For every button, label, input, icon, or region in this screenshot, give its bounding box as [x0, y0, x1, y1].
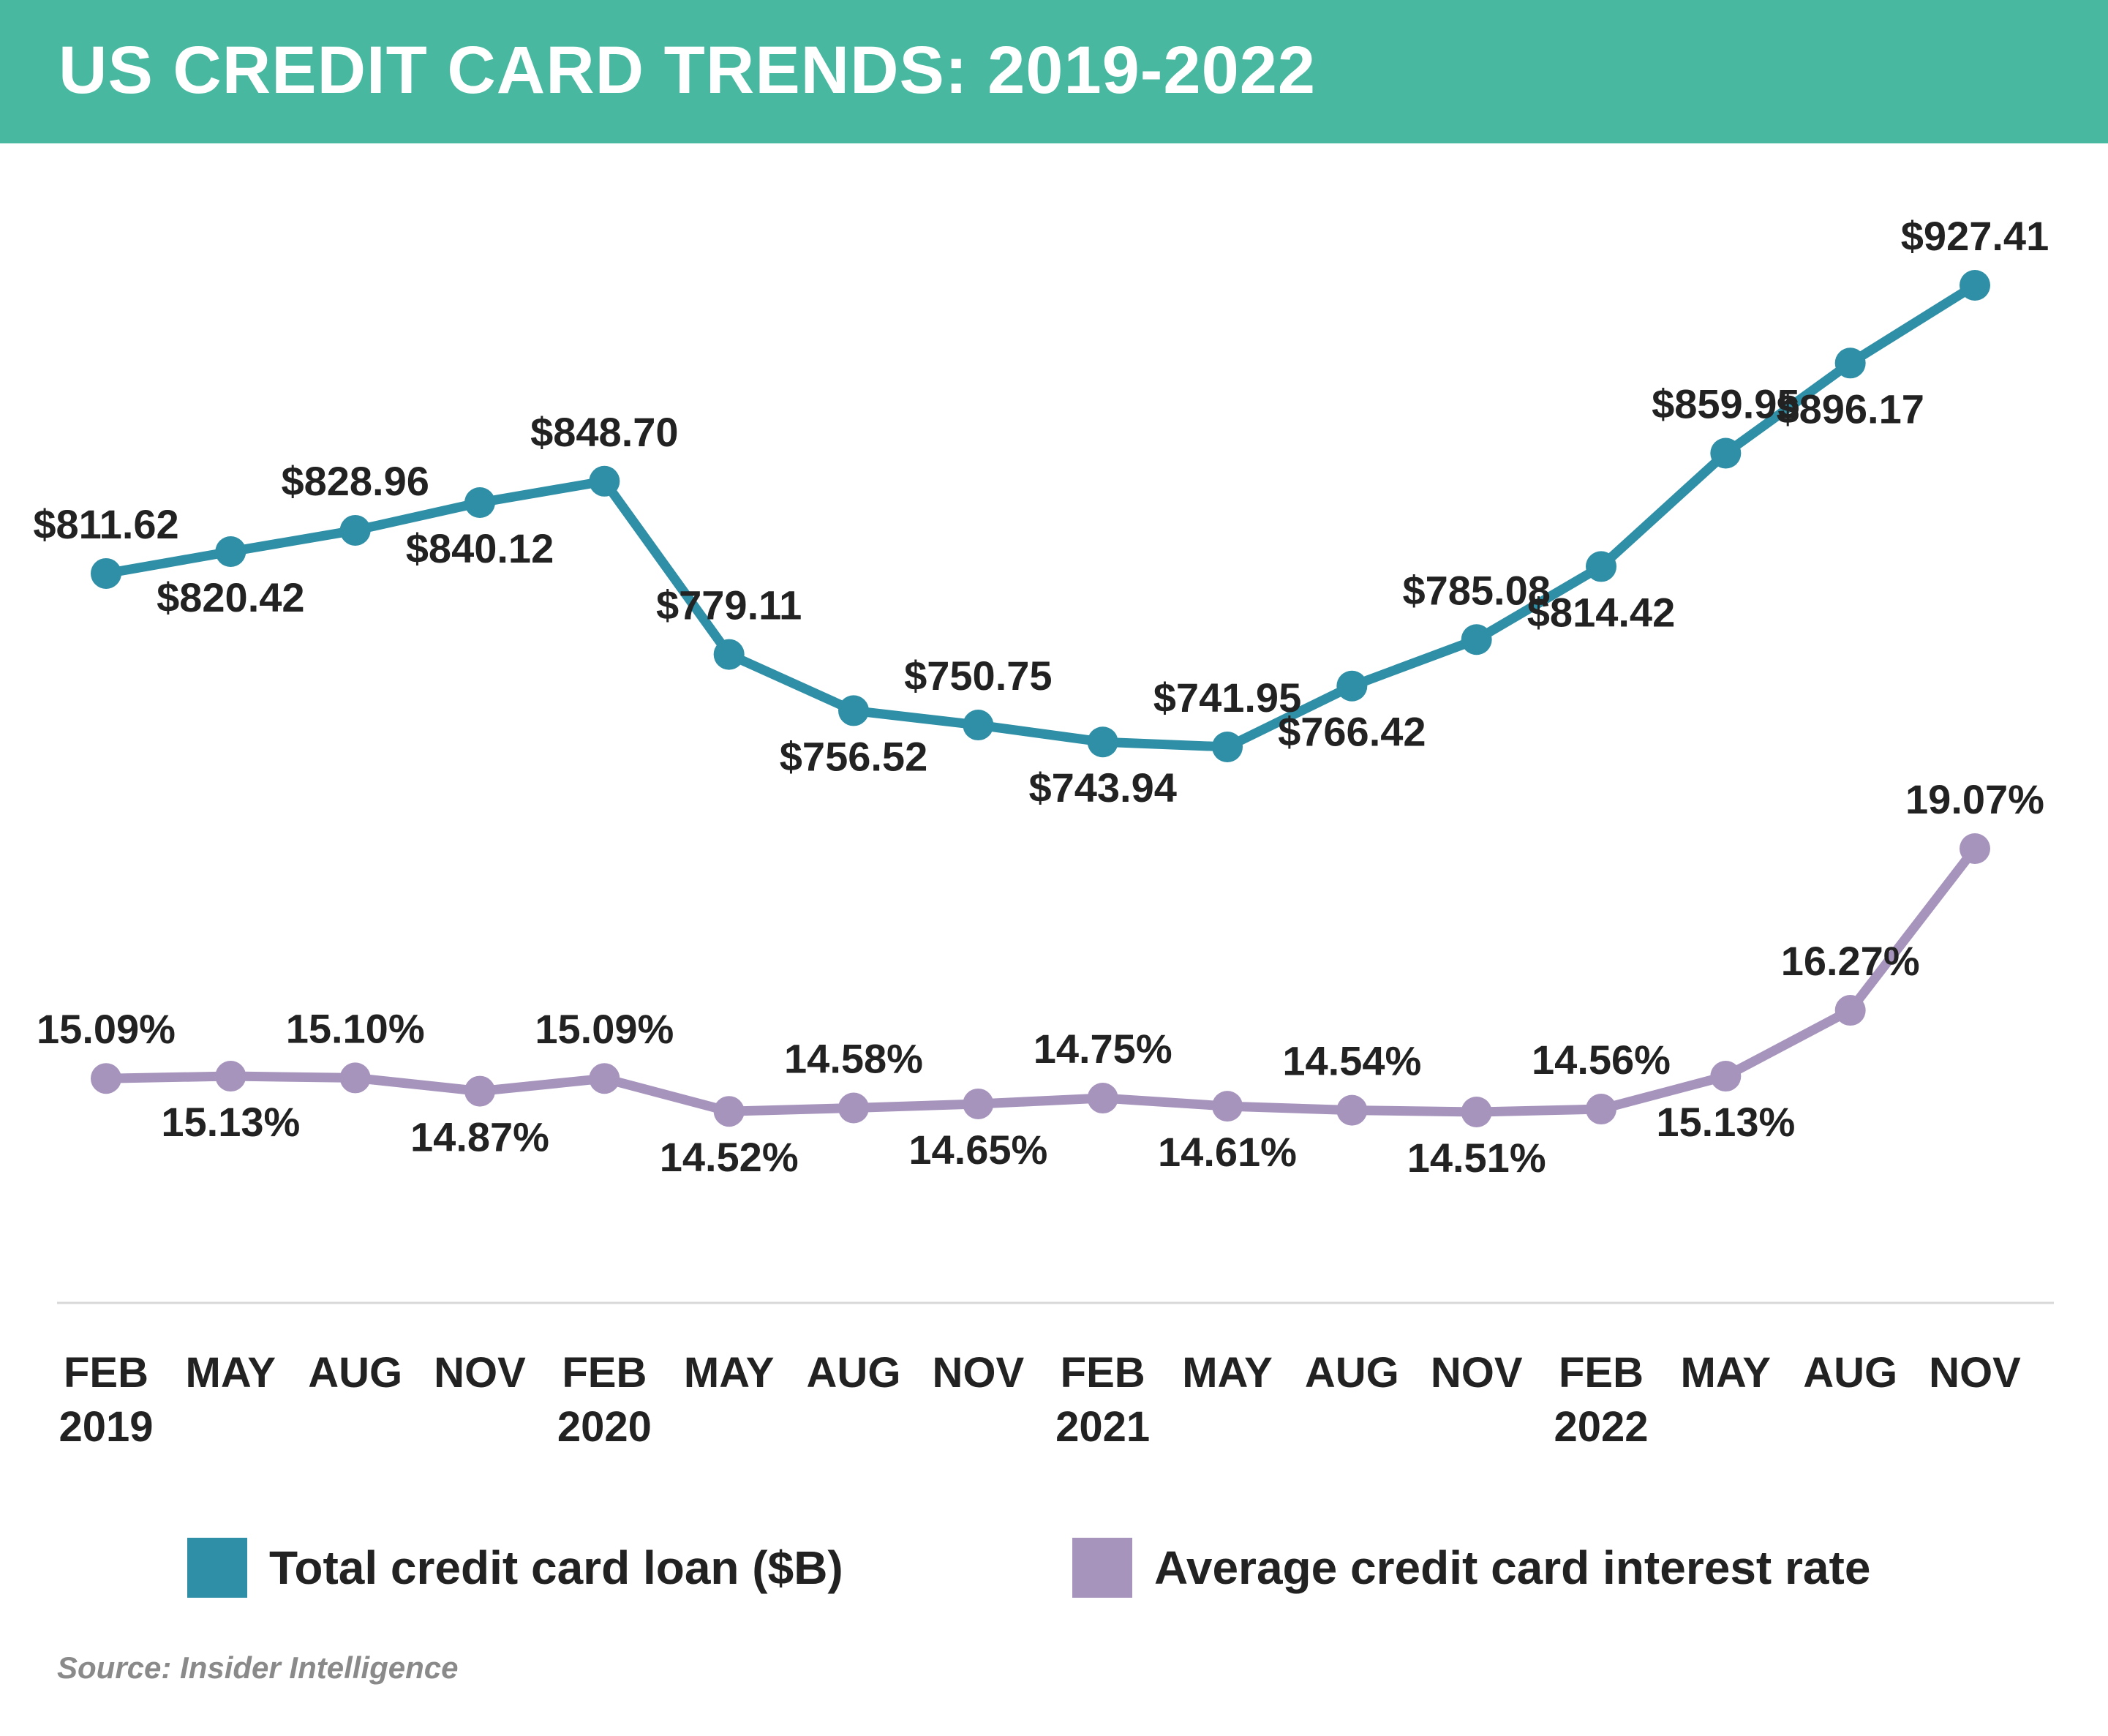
loan-point	[963, 710, 994, 741]
x-tick-label-month: FEB	[1061, 1349, 1145, 1397]
loan-point	[589, 465, 620, 497]
loan-point	[464, 486, 495, 518]
loan-point	[91, 557, 121, 589]
x-tick-label-month: NOV	[1929, 1349, 2021, 1397]
rate-point	[464, 1075, 495, 1107]
x-tick-label-month: NOV	[434, 1349, 526, 1397]
rate-data-label: 15.09%	[37, 1006, 176, 1052]
rate-point	[589, 1063, 620, 1094]
legend-label-loan: Total credit card loan ($B)	[269, 1541, 843, 1594]
loan-point	[1212, 732, 1243, 762]
loan-data-label: $840.12	[406, 525, 554, 571]
loan-data-label: $766.42	[1278, 709, 1426, 755]
x-tick-label-month: NOV	[1431, 1349, 1523, 1397]
loan-point	[215, 536, 246, 568]
x-tick-label-month: MAY	[1681, 1349, 1772, 1397]
rate-data-label: 14.54%	[1282, 1038, 1421, 1084]
x-axis-labels: FEB 2019 MAY AUG NOV FEB 2020 MAY AUG NOV FEB 2021 M…	[59, 1349, 2021, 1451]
x-tick-label-month: FEB	[562, 1349, 647, 1397]
loan-point	[1710, 437, 1742, 469]
rate-data-label: 14.87%	[410, 1114, 549, 1160]
source-note: Source: Insider Intelligence	[57, 1650, 459, 1685]
x-tick-label-month: FEB	[1559, 1349, 1644, 1397]
x-tick-label-month: AUG	[1305, 1349, 1399, 1397]
rate-data-label: 14.58%	[784, 1035, 923, 1081]
rate-point	[1710, 1061, 1742, 1092]
legend-swatch-loan	[187, 1538, 247, 1598]
loan-data-label: $811.62	[33, 501, 178, 547]
loan-data-label: $743.94	[1028, 764, 1176, 811]
loan-data-label: $756.52	[780, 733, 927, 779]
rate-point	[1586, 1094, 1616, 1125]
rate-data-label: 16.27%	[1781, 938, 1920, 984]
line-chart: $811.62 $820.42 $828.96 $840.12 $848.70 $779.…	[33, 213, 2054, 1451]
chart-title: US CREDIT CARD TRENDS: 2019-2022	[59, 33, 1317, 108]
rate-data-label: 15.13%	[1656, 1099, 1795, 1145]
rate-data-label: 14.56%	[1532, 1037, 1671, 1083]
rate-point	[963, 1088, 994, 1119]
rate-point	[215, 1061, 246, 1092]
rate-data-label: 19.07%	[1905, 776, 2044, 822]
x-tick-label-year: 2021	[1055, 1403, 1150, 1451]
loan-data-label: $741.95	[1153, 675, 1301, 721]
rate-data-label: 14.61%	[1158, 1129, 1297, 1175]
x-tick-label-month: NOV	[932, 1349, 1024, 1397]
rate-data-label: 14.51%	[1407, 1135, 1546, 1181]
loan-data-label: $896.17	[1776, 386, 1924, 432]
rate-point	[1336, 1094, 1368, 1126]
loan-data-label: $779.11	[656, 582, 802, 628]
x-tick-label-year: 2020	[557, 1403, 652, 1451]
rate-data-label: 14.65%	[908, 1127, 1047, 1173]
legend-item-rate: Average credit card interest rate	[1072, 1538, 1870, 1598]
loan-point	[1834, 347, 1866, 379]
rate-data-label: 14.75%	[1034, 1026, 1172, 1072]
x-tick-label-month: MAY	[684, 1349, 775, 1397]
rate-series-line	[101, 843, 1980, 1117]
series-layer: $811.62 $820.42 $828.96 $840.12 $848.70 $779.…	[33, 213, 2049, 1181]
loan-data-label: $927.41	[1901, 213, 2049, 259]
x-tick-label-year: 2019	[59, 1403, 153, 1451]
loan-data-label: $785.08	[1402, 567, 1550, 613]
x-tick-label-month: MAY	[1182, 1349, 1273, 1397]
rate-point	[339, 1062, 371, 1094]
loan-data-label: $859.95	[1652, 381, 1799, 427]
loan-point	[1586, 551, 1616, 582]
rate-point	[838, 1092, 869, 1124]
loan-point	[838, 695, 869, 726]
loan-data-label: $820.42	[157, 574, 304, 620]
rate-data-label: 15.09%	[535, 1006, 674, 1052]
rate-point	[1960, 833, 1990, 864]
rate-point	[91, 1063, 121, 1094]
loan-point	[339, 514, 371, 546]
loan-point	[1087, 726, 1118, 758]
loan-data-label: $814.42	[1527, 589, 1675, 635]
title-banner: US CREDIT CARD TRENDS: 2019-2022	[0, 0, 2108, 143]
loan-point	[1461, 624, 1492, 655]
legend-swatch-rate	[1072, 1538, 1132, 1598]
legend-label-rate: Average credit card interest rate	[1154, 1541, 1871, 1594]
rate-point	[1087, 1083, 1118, 1114]
rate-data-label: 14.52%	[660, 1134, 799, 1180]
x-tick-label-year: 2022	[1554, 1403, 1648, 1451]
x-tick-label-month: MAY	[186, 1349, 276, 1397]
loan-data-label: $848.70	[530, 409, 678, 455]
rate-data-label: 15.10%	[286, 1005, 425, 1051]
loan-point	[1960, 270, 1990, 301]
loan-point	[713, 639, 745, 670]
x-tick-label-month: AUG	[1803, 1349, 1897, 1397]
x-tick-label-month: AUG	[308, 1349, 402, 1397]
rate-data-label: 15.13%	[161, 1099, 300, 1145]
rate-point	[1212, 1091, 1243, 1122]
loan-data-label: $828.96	[281, 458, 429, 504]
loan-series-line	[101, 280, 1980, 752]
rate-point	[1461, 1097, 1492, 1127]
x-tick-label-month: AUG	[807, 1349, 901, 1397]
legend-item-loan: Total credit card loan ($B)	[187, 1538, 843, 1598]
x-tick-label-month: FEB	[64, 1349, 148, 1397]
rate-point	[1834, 995, 1866, 1026]
loan-point	[1336, 670, 1368, 702]
loan-data-label: $750.75	[904, 653, 1052, 699]
rate-point	[713, 1096, 745, 1127]
